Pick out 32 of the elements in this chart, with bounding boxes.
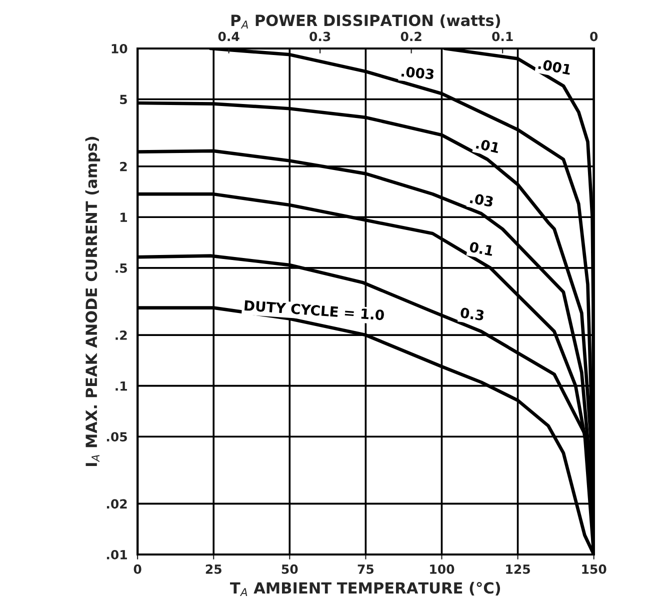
text: .003 bbox=[401, 66, 434, 80]
text: .001 bbox=[538, 58, 572, 76]
y-tick-label: .1 bbox=[116, 381, 127, 391]
y-tick-label: .2 bbox=[116, 330, 127, 340]
x-tick-label: 150 bbox=[582, 564, 606, 574]
x-axis-title: T$_{A}$ AMBIENT TEMPERATURE (°C) bbox=[230, 582, 500, 596]
y-tick-label: .05 bbox=[106, 432, 127, 442]
x-tick-label: 75 bbox=[358, 564, 374, 574]
text: .03 bbox=[470, 192, 494, 208]
x-tick-label: 50 bbox=[282, 564, 298, 574]
x-tick-label: 100 bbox=[430, 564, 454, 574]
y-tick-label: 2 bbox=[120, 162, 127, 172]
text: .01 bbox=[476, 138, 500, 154]
text: 0.3 bbox=[460, 307, 484, 321]
y-tick-label: .5 bbox=[116, 264, 127, 273]
x-tick-label: 0 bbox=[134, 564, 142, 574]
text: 0.1 bbox=[469, 241, 494, 256]
x2-tick-label: 0.4 bbox=[218, 32, 240, 42]
x2-tick-label: 0.3 bbox=[310, 32, 330, 42]
x-tick-label: 25 bbox=[206, 564, 222, 574]
x2-tick-label: 0.2 bbox=[400, 32, 422, 42]
series-label: DUTY CYCLE = 1.0 bbox=[244, 300, 384, 320]
y-tick-label: 10 bbox=[112, 44, 128, 54]
x2-tick-label: 0.1 bbox=[492, 32, 513, 42]
x2-tick-label: 0 bbox=[590, 32, 598, 42]
y-tick-label: .01 bbox=[106, 550, 127, 560]
y-tick-label: 1 bbox=[120, 212, 127, 222]
x2-axis-title: P$_{A}$ POWER DISSIPATION (watts) bbox=[231, 14, 500, 28]
y-axis-title: I$_{A}$ MAX. PEAK ANODE CURRENT (amps) bbox=[85, 136, 100, 466]
x-tick-label: 125 bbox=[506, 564, 530, 574]
y-tick-label: 5 bbox=[120, 94, 127, 104]
y-tick-label: .02 bbox=[106, 499, 127, 509]
